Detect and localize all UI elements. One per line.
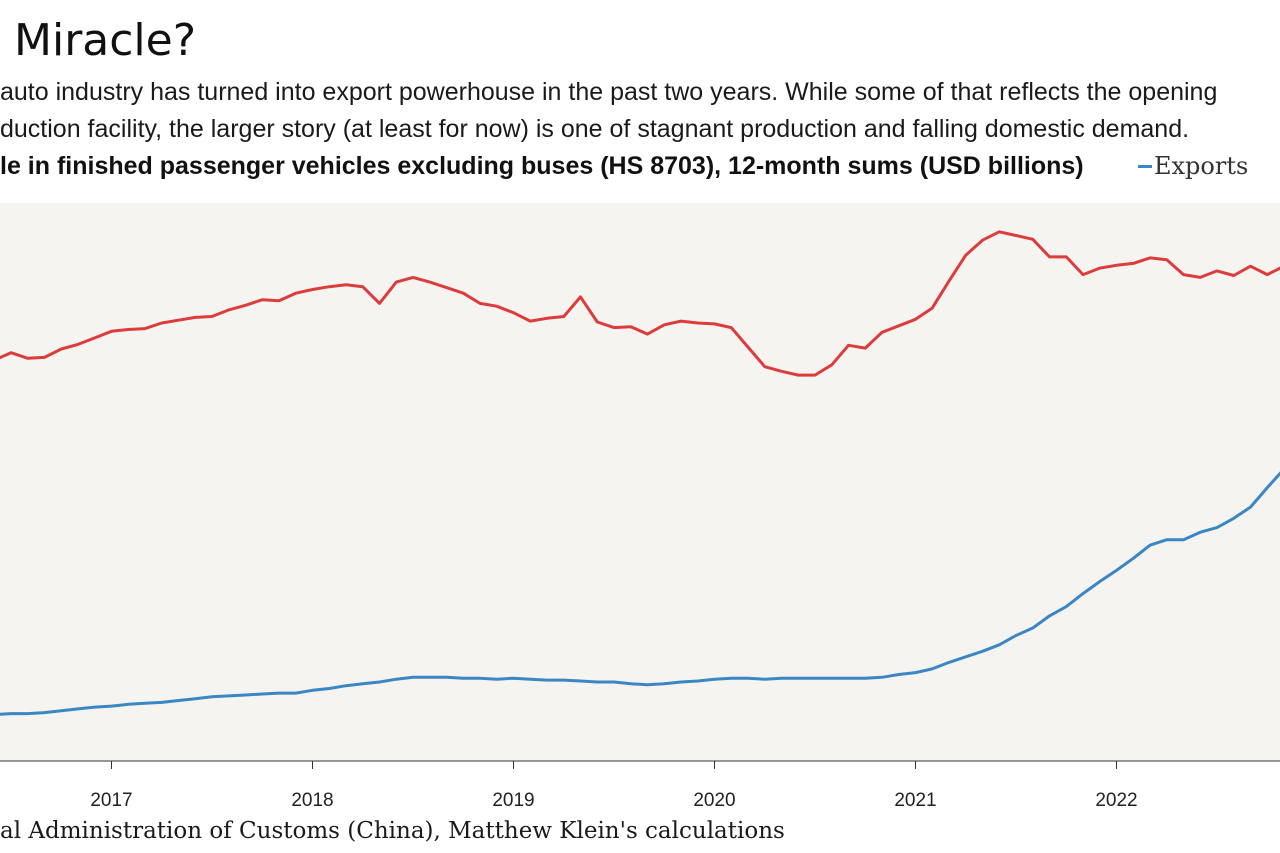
series-line-2 (0, 230, 1280, 377)
x-tick-label: 2017 (90, 790, 132, 811)
x-tick-label: 2022 (1095, 790, 1137, 811)
chart-title: le in finished passenger vehicles exclud… (0, 152, 1084, 180)
plot-background (0, 203, 1280, 761)
source-note: al Administration of Customs (China), Ma… (0, 818, 785, 844)
series-lines (0, 230, 1280, 716)
chart-header: le in finished passenger vehicles exclud… (0, 148, 1280, 184)
legend: Exports (1138, 148, 1248, 184)
subtitle-line-2: duction facility, the larger story (at l… (0, 115, 1190, 143)
x-tick-label: 2021 (894, 790, 936, 811)
x-tick-label: 2019 (492, 790, 534, 811)
subtitle: auto industry has turned into export pow… (0, 74, 1280, 148)
legend-exports-label: Exports (1154, 152, 1249, 180)
x-tick-label: 2020 (693, 790, 735, 811)
legend-exports-swatch (1138, 164, 1152, 168)
series-line-exports (0, 471, 1280, 716)
x-tick-label: 2018 (291, 790, 333, 811)
subtitle-line-1: auto industry has turned into export pow… (0, 78, 1218, 106)
x-axis-ticks: 2017 2018 2019 2020 2021 2022 (90, 761, 1138, 811)
page-title: Miracle? (14, 15, 197, 66)
